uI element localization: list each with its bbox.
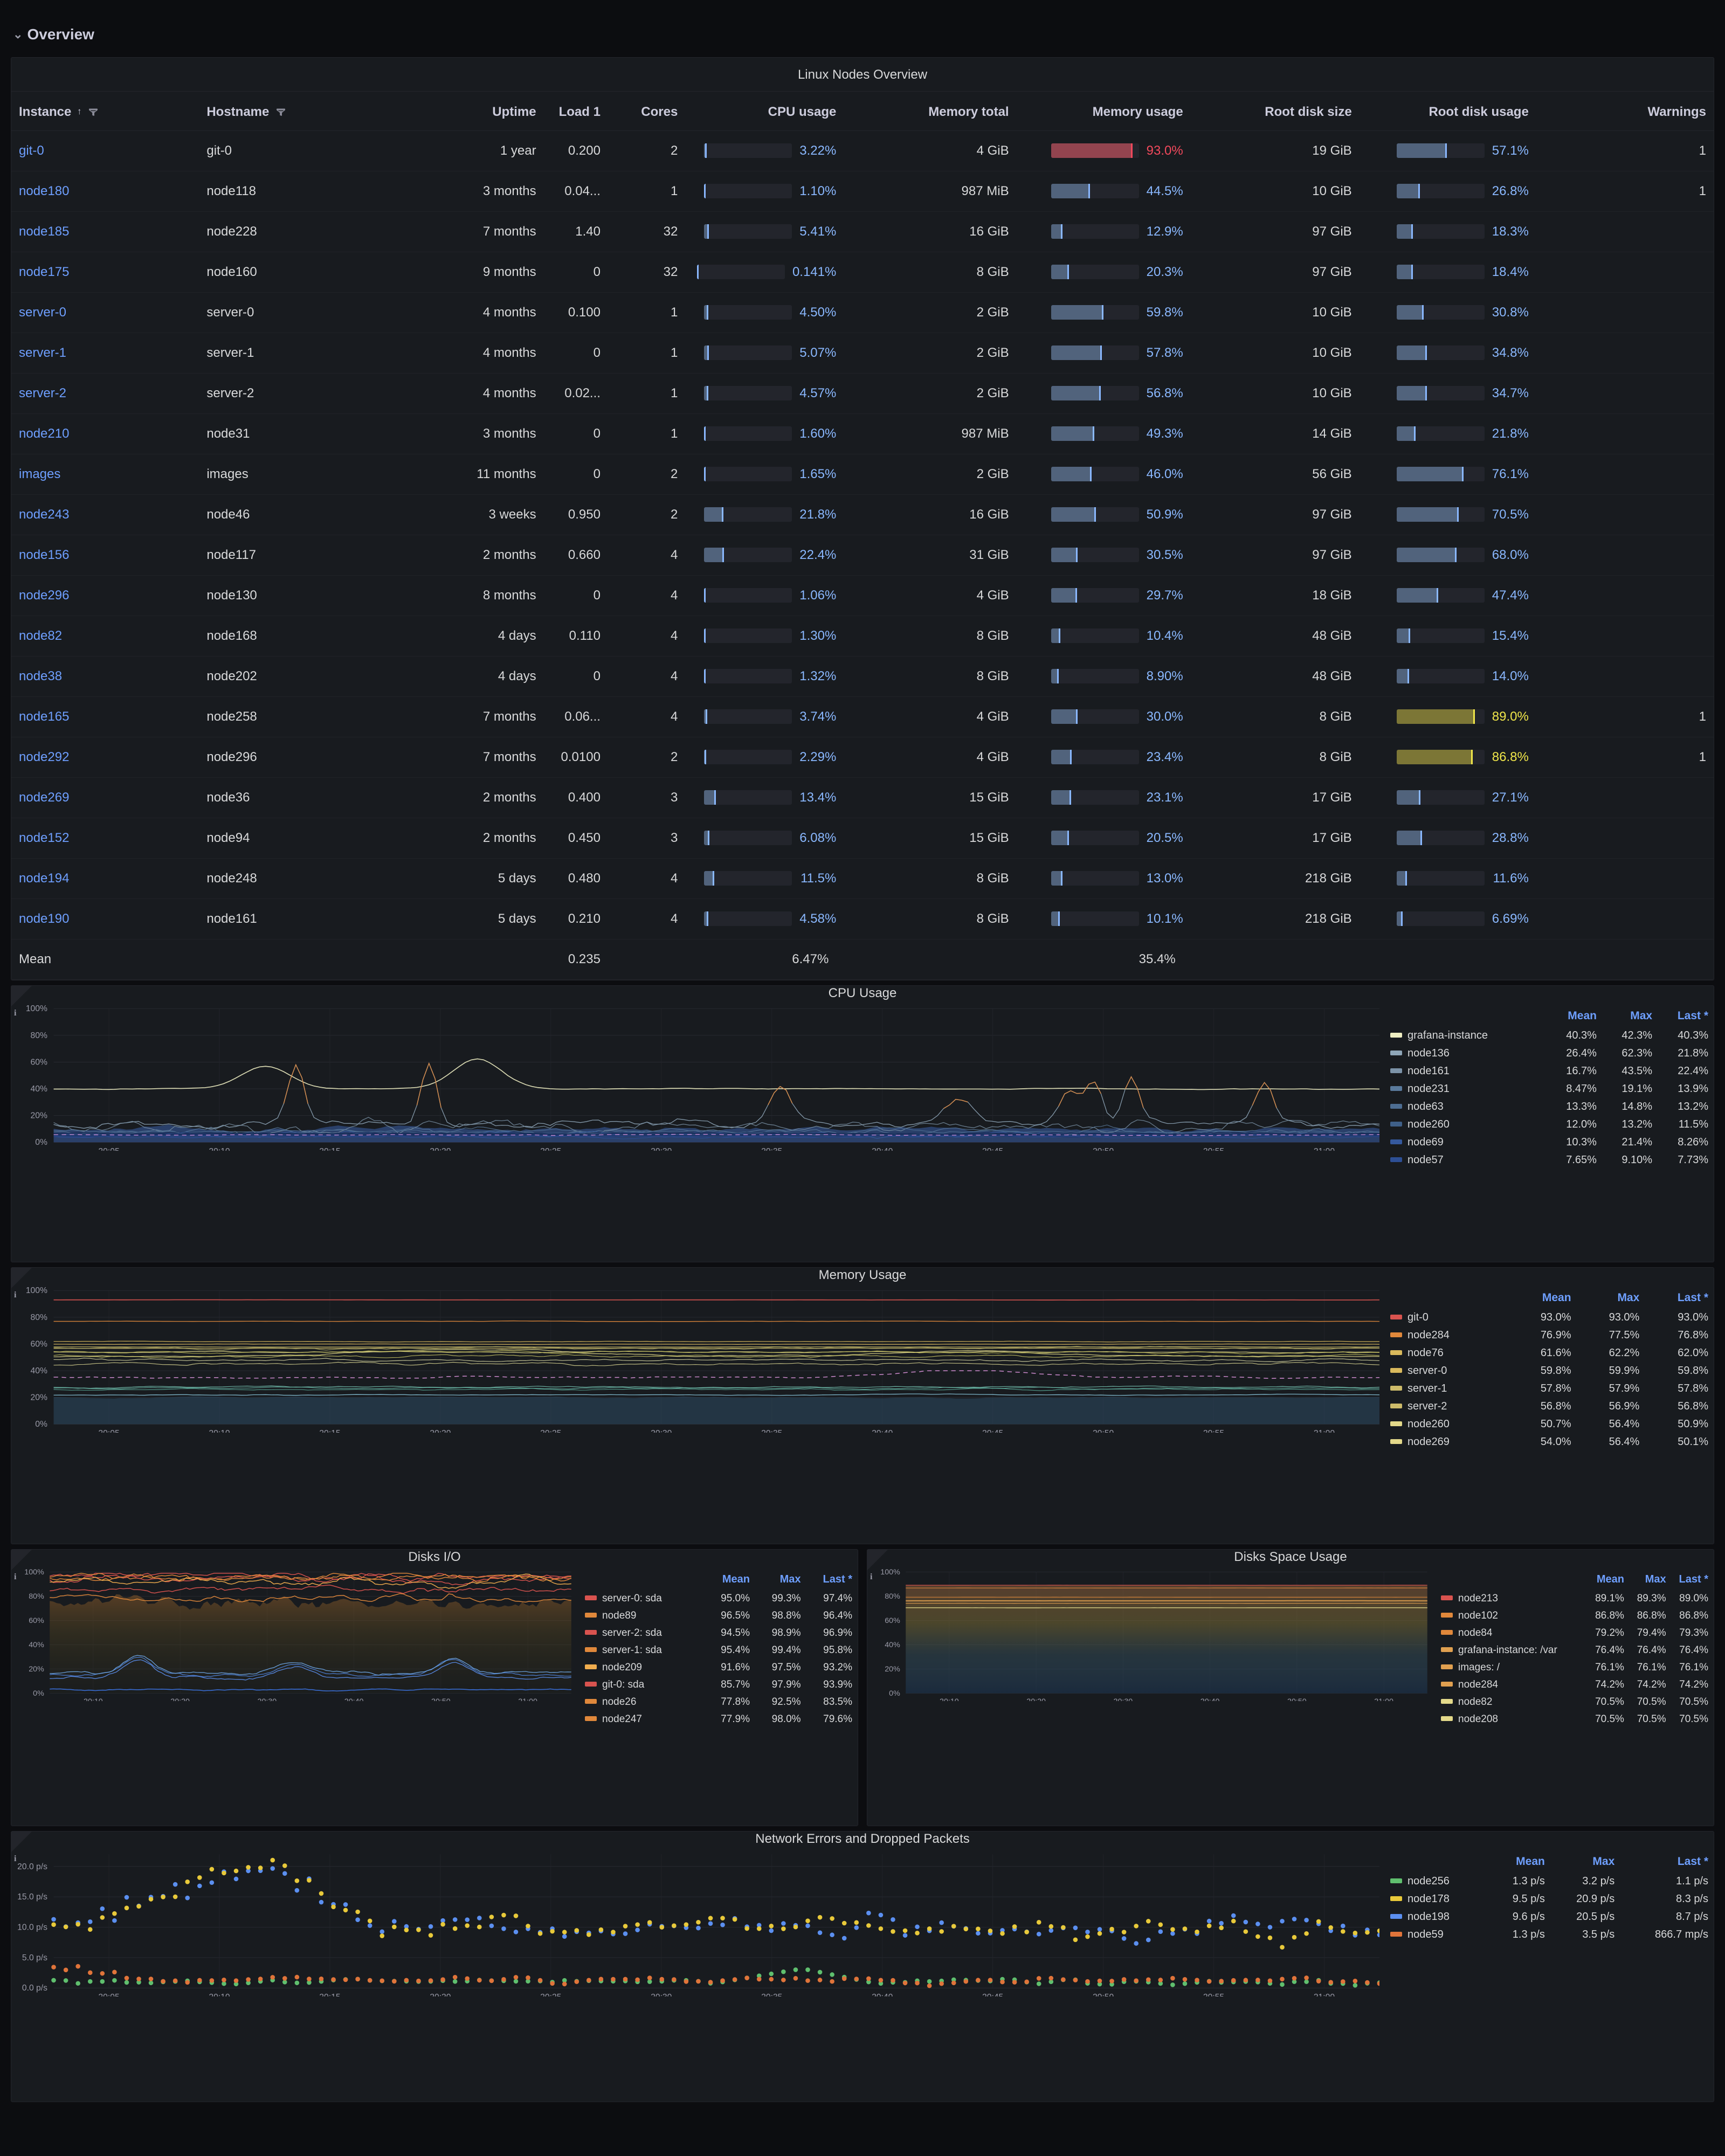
svg-text:100%: 100% (880, 1568, 900, 1577)
svg-text:20:55: 20:55 (1203, 1428, 1225, 1433)
svg-text:21:00: 21:00 (518, 1697, 537, 1702)
svg-text:20:25: 20:25 (540, 1992, 562, 1996)
svg-text:20:25: 20:25 (540, 1428, 562, 1433)
svg-text:80%: 80% (29, 1592, 44, 1601)
svg-text:20:10: 20:10 (209, 1992, 230, 1996)
svg-text:20:10: 20:10 (84, 1697, 103, 1702)
svg-text:20:10: 20:10 (209, 1428, 230, 1433)
svg-text:40%: 40% (885, 1641, 900, 1649)
svg-text:15.0 p/s: 15.0 p/s (17, 1892, 47, 1902)
svg-text:80%: 80% (31, 1312, 47, 1322)
svg-text:5.0 p/s: 5.0 p/s (22, 1953, 47, 1962)
svg-text:20:55: 20:55 (1203, 1146, 1225, 1151)
svg-text:20:45: 20:45 (982, 1428, 1004, 1433)
svg-text:20%: 20% (29, 1665, 44, 1674)
svg-text:100%: 100% (26, 1286, 47, 1295)
svg-text:20:20: 20:20 (1026, 1697, 1046, 1702)
svg-text:20%: 20% (31, 1393, 47, 1402)
svg-text:20:50: 20:50 (1093, 1992, 1114, 1996)
svg-text:20:30: 20:30 (651, 1992, 672, 1996)
svg-text:20:20: 20:20 (170, 1697, 190, 1702)
svg-text:40%: 40% (29, 1641, 44, 1649)
svg-text:0%: 0% (889, 1689, 900, 1698)
svg-text:0.0 p/s: 0.0 p/s (22, 1984, 47, 1993)
svg-text:21:00: 21:00 (1314, 1992, 1335, 1996)
svg-text:21:00: 21:00 (1314, 1146, 1335, 1151)
svg-text:20.0 p/s: 20.0 p/s (17, 1862, 47, 1871)
svg-text:80%: 80% (885, 1592, 900, 1601)
svg-text:20:35: 20:35 (761, 1992, 783, 1996)
svg-text:100%: 100% (24, 1568, 44, 1577)
svg-text:20:30: 20:30 (651, 1146, 672, 1151)
svg-text:20:30: 20:30 (651, 1428, 672, 1433)
svg-text:20:05: 20:05 (98, 1428, 120, 1433)
svg-text:20:45: 20:45 (982, 1992, 1004, 1996)
svg-text:20%: 20% (885, 1665, 900, 1674)
svg-text:20:20: 20:20 (430, 1992, 451, 1996)
svg-text:20:45: 20:45 (982, 1146, 1004, 1151)
svg-text:20:20: 20:20 (430, 1146, 451, 1151)
svg-text:20:40: 20:40 (872, 1146, 893, 1151)
svg-text:20:40: 20:40 (344, 1697, 364, 1702)
svg-text:40%: 40% (31, 1084, 47, 1094)
svg-text:20:35: 20:35 (761, 1428, 783, 1433)
svg-text:60%: 60% (885, 1616, 900, 1625)
svg-text:20:05: 20:05 (98, 1146, 120, 1151)
svg-text:20:50: 20:50 (1093, 1428, 1114, 1433)
svg-text:20:15: 20:15 (319, 1428, 341, 1433)
svg-text:20:15: 20:15 (319, 1992, 341, 1996)
svg-text:0%: 0% (35, 1420, 47, 1429)
svg-text:20:35: 20:35 (761, 1146, 783, 1151)
svg-text:20:10: 20:10 (209, 1146, 230, 1151)
svg-text:100%: 100% (26, 1004, 47, 1013)
svg-text:20:50: 20:50 (431, 1697, 451, 1702)
svg-text:60%: 60% (31, 1058, 47, 1067)
svg-text:10.0 p/s: 10.0 p/s (17, 1923, 47, 1932)
svg-text:20:30: 20:30 (1114, 1697, 1133, 1702)
svg-text:20:20: 20:20 (430, 1428, 451, 1433)
svg-text:21:00: 21:00 (1314, 1428, 1335, 1433)
svg-text:21:00: 21:00 (1374, 1697, 1393, 1702)
svg-text:20:50: 20:50 (1287, 1697, 1307, 1702)
svg-text:20:05: 20:05 (98, 1992, 120, 1996)
svg-text:20%: 20% (31, 1111, 47, 1120)
svg-text:80%: 80% (31, 1031, 47, 1040)
svg-text:60%: 60% (31, 1339, 47, 1349)
svg-text:40%: 40% (31, 1366, 47, 1376)
svg-text:20:40: 20:40 (1200, 1697, 1220, 1702)
svg-text:20:50: 20:50 (1093, 1146, 1114, 1151)
svg-text:0%: 0% (35, 1138, 47, 1147)
svg-text:20:55: 20:55 (1203, 1992, 1225, 1996)
svg-text:20:30: 20:30 (258, 1697, 277, 1702)
svg-text:20:15: 20:15 (319, 1146, 341, 1151)
svg-text:20:10: 20:10 (940, 1697, 959, 1702)
svg-text:0%: 0% (33, 1689, 44, 1698)
svg-text:20:25: 20:25 (540, 1146, 562, 1151)
svg-text:20:40: 20:40 (872, 1428, 893, 1433)
svg-text:20:40: 20:40 (872, 1992, 893, 1996)
svg-text:60%: 60% (29, 1616, 44, 1625)
